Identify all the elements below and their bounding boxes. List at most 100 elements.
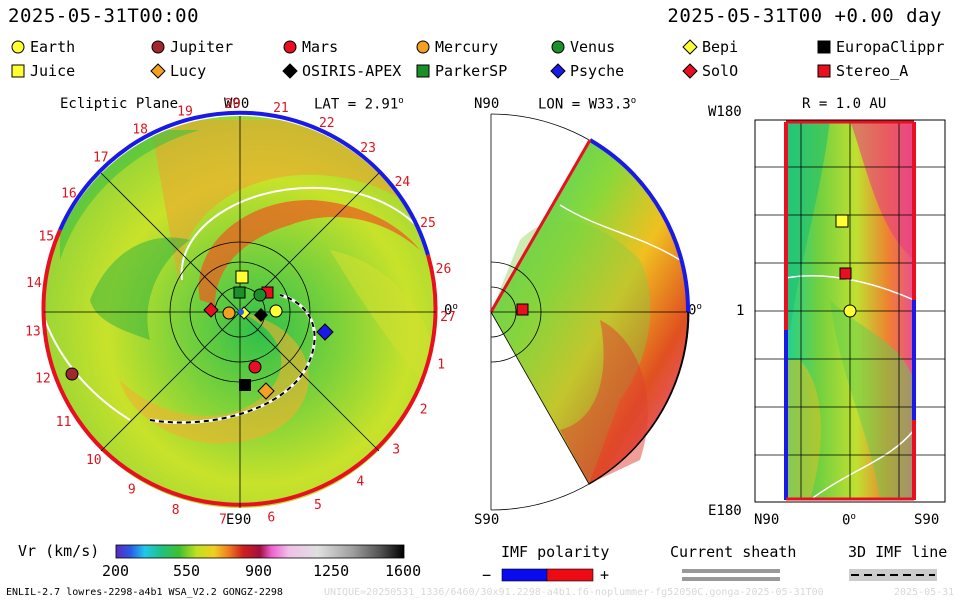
legend-label: Stereo_A xyxy=(836,62,909,80)
carrington-label: 5 xyxy=(314,498,322,513)
circle-icon xyxy=(416,40,430,54)
square-icon xyxy=(817,40,831,54)
legend-item-venus: Venus xyxy=(550,38,615,56)
carrington-label: 14 xyxy=(26,276,42,291)
latitude-label: LAT = 2.91o xyxy=(314,96,404,113)
longitude-label: LON = W33.3o xyxy=(538,96,637,113)
carrington-label: 6 xyxy=(267,511,275,526)
meridional-plane-plot xyxy=(489,113,691,511)
mercury-marker xyxy=(222,306,236,320)
radial-bottom-mid: 0o xyxy=(842,512,856,529)
carrington-label: 25 xyxy=(420,216,436,231)
legend-item-lucy: Lucy xyxy=(150,62,206,80)
legend-label: Mercury xyxy=(435,38,499,56)
legend-item-jupiter: Jupiter xyxy=(150,38,233,56)
radius-label: R = 1.0 AU xyxy=(802,96,887,112)
legend-item-parkersp: ParkerSP xyxy=(415,62,507,80)
carrington-label: 8 xyxy=(172,503,180,518)
footer-date: 2025-05-31 xyxy=(894,587,955,598)
datetime-right: 2025-05-31T00 +0.00 day xyxy=(667,5,942,27)
carrington-label: 26 xyxy=(436,262,452,277)
datetime-left: 2025-05-31T00:00 xyxy=(8,5,200,27)
carrington-label: 7 xyxy=(219,512,227,527)
legend-label: Bepi xyxy=(702,38,739,56)
imf-polarity-bar xyxy=(501,568,594,582)
ecliptic-title: Ecliptic Plane xyxy=(60,96,179,112)
run-id: UNIQUE=20250531_1336/6460/30x91.2298-a4b… xyxy=(324,587,824,598)
carrington-label: 20 xyxy=(225,97,241,112)
legend-item-earth: Earth xyxy=(10,38,75,56)
carrington-label: 1 xyxy=(437,358,445,373)
legend-item-solo: SolO xyxy=(682,62,738,80)
carrington-label: 17 xyxy=(93,150,109,165)
diamond-icon xyxy=(282,63,298,79)
carrington-label: 16 xyxy=(61,187,77,202)
radial-left-mid: 1 xyxy=(736,303,745,319)
legend-label: Mars xyxy=(302,38,339,56)
carrington-label: 10 xyxy=(86,453,102,468)
legend-label: OSIRIS-APEX xyxy=(302,62,402,80)
legend-label: Juice xyxy=(30,62,76,80)
colorbar-label: Vr (km/s) xyxy=(18,542,100,560)
lucy-marker xyxy=(257,382,275,400)
meridional-right-label: 0o xyxy=(688,302,702,319)
legend-label: SolO xyxy=(702,62,739,80)
diamond-icon xyxy=(682,39,698,55)
carrington-label: 19 xyxy=(177,104,193,119)
circle-icon xyxy=(283,40,297,54)
carrington-label: 22 xyxy=(319,116,335,131)
venus-marker xyxy=(253,288,267,302)
carrington-label: 13 xyxy=(25,324,41,339)
circle-icon xyxy=(11,40,25,54)
carrington-label: 9 xyxy=(128,483,136,498)
radial-surface-plot xyxy=(754,119,946,503)
colorbar-tick-900: 900 xyxy=(245,562,273,580)
carrington-label: 11 xyxy=(56,415,72,430)
carrington-label: 27 xyxy=(440,310,456,325)
juice-marker xyxy=(235,270,249,284)
meridional-bottom-label: S90 xyxy=(474,512,500,528)
legend-label: ParkerSP xyxy=(435,62,508,80)
sun-marker xyxy=(238,309,244,315)
velocity-colorbar xyxy=(115,544,405,559)
diamond-icon xyxy=(150,63,166,79)
legend-item-stereo-a: Stereo_A xyxy=(816,62,908,80)
radial-earth-marker xyxy=(843,304,857,318)
circle-icon xyxy=(151,40,165,54)
circle-icon xyxy=(551,40,565,54)
legend-label: EuropaClippr xyxy=(836,38,945,56)
colorbar-tick-1250: 1250 xyxy=(313,562,350,580)
colorbar-tick-550: 550 xyxy=(173,562,201,580)
carrington-label: 24 xyxy=(395,175,411,190)
colorbar-tick-200: 200 xyxy=(102,562,130,580)
osiris-apex-marker xyxy=(254,308,268,322)
radial-bottom-right: S90 xyxy=(914,512,940,528)
ecliptic-right-label: 0o xyxy=(444,302,458,319)
carrington-label: 21 xyxy=(273,101,289,116)
model-info: ENLIL-2.7 lowres-2298-a4b1 WSA_V2.2 GONG… xyxy=(6,587,283,598)
radial-left-bottom: E180 xyxy=(708,503,742,519)
diamond-icon xyxy=(682,63,698,79)
diamond-icon xyxy=(550,63,566,79)
square-icon xyxy=(416,64,430,78)
current-sheath-title: Current sheath xyxy=(670,543,797,561)
imf-plus-label: + xyxy=(600,566,610,584)
carrington-label: 23 xyxy=(360,141,376,156)
carrington-label: 12 xyxy=(35,372,51,387)
carrington-label: 2 xyxy=(420,403,428,418)
legend-label: Earth xyxy=(30,38,76,56)
legend-item-europaclippr: EuropaClippr xyxy=(816,38,944,56)
radial-stereo-a-marker xyxy=(839,267,852,280)
legend-item-mercury: Mercury xyxy=(415,38,498,56)
legend-label: Psyche xyxy=(570,62,625,80)
meridional-stereo-a-marker xyxy=(516,303,529,316)
solo-marker xyxy=(203,302,219,318)
legend-label: Venus xyxy=(570,38,616,56)
carrington-label: 4 xyxy=(356,475,364,490)
carrington-label: 15 xyxy=(38,229,54,244)
imf-polarity-title: IMF polarity xyxy=(501,543,610,561)
parkersp-marker xyxy=(233,286,246,299)
mars-marker xyxy=(248,360,262,374)
square-icon xyxy=(817,64,831,78)
